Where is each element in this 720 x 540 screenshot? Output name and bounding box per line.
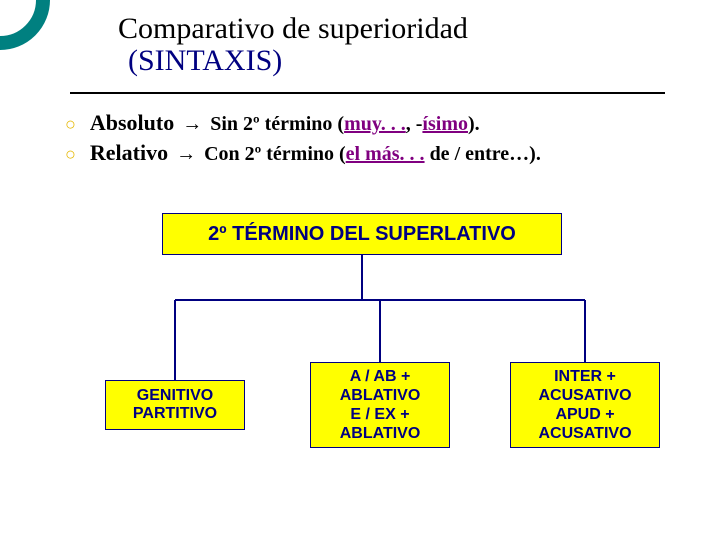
- bullet-strong: Absoluto: [90, 110, 174, 135]
- box3-line1: INTER +: [554, 367, 616, 386]
- box3-line2: ACUSATIVO: [538, 386, 631, 405]
- bullet-list: ○ Absoluto → Sin 2º término (muy. . ., -…: [65, 110, 541, 170]
- diagram-root-label: 2º TÉRMINO DEL SUPERLATIVO: [208, 223, 516, 246]
- box2-line4: ABLATIVO: [340, 424, 421, 443]
- title-block: Comparativo de superioridad (SINTAXIS): [118, 12, 468, 78]
- diagram-root-box: 2º TÉRMINO DEL SUPERLATIVO: [162, 213, 562, 255]
- title-sub: (SINTAXIS): [118, 44, 468, 78]
- bullet-tail: Con 2º término (el más. . . de / entre…)…: [204, 143, 541, 165]
- diagram-connectors: [0, 0, 720, 540]
- bullet-marker-icon: ○: [65, 144, 76, 165]
- bullet-item: ○ Absoluto → Sin 2º término (muy. . ., -…: [65, 110, 541, 136]
- title-main: Comparativo de superioridad: [118, 12, 468, 46]
- bullet-text: Absoluto → Sin 2º término (muy. . ., -ís…: [90, 110, 480, 136]
- box2-line3: E / EX +: [350, 405, 409, 424]
- corner-circle-decor: [0, 0, 50, 50]
- diagram-child-box-1: GENITIVO PARTITIVO: [105, 380, 245, 430]
- box2-line1: A / AB +: [350, 367, 411, 386]
- box3-line4: ACUSATIVO: [538, 424, 631, 443]
- box1-line1: GENITIVO: [137, 387, 213, 405]
- diagram-child-box-3: INTER + ACUSATIVO APUD + ACUSATIVO: [510, 362, 660, 448]
- bullet-tail: Sin 2º término (muy. . ., -ísimo).: [210, 113, 479, 135]
- diagram-child-box-2: A / AB + ABLATIVO E / EX + ABLATIVO: [310, 362, 450, 448]
- box1-line2: PARTITIVO: [133, 405, 217, 423]
- bullet-item: ○ Relativo → Con 2º término (el más. . .…: [65, 140, 541, 166]
- bullet-strong: Relativo: [90, 140, 168, 165]
- arrow-icon: →: [176, 143, 196, 165]
- bullet-marker-icon: ○: [65, 114, 76, 135]
- box3-line3: APUD +: [555, 405, 614, 424]
- box2-line2: ABLATIVO: [340, 386, 421, 405]
- title-underline: [70, 92, 665, 94]
- bullet-text: Relativo → Con 2º término (el más. . . d…: [90, 140, 541, 166]
- arrow-icon: →: [182, 113, 202, 135]
